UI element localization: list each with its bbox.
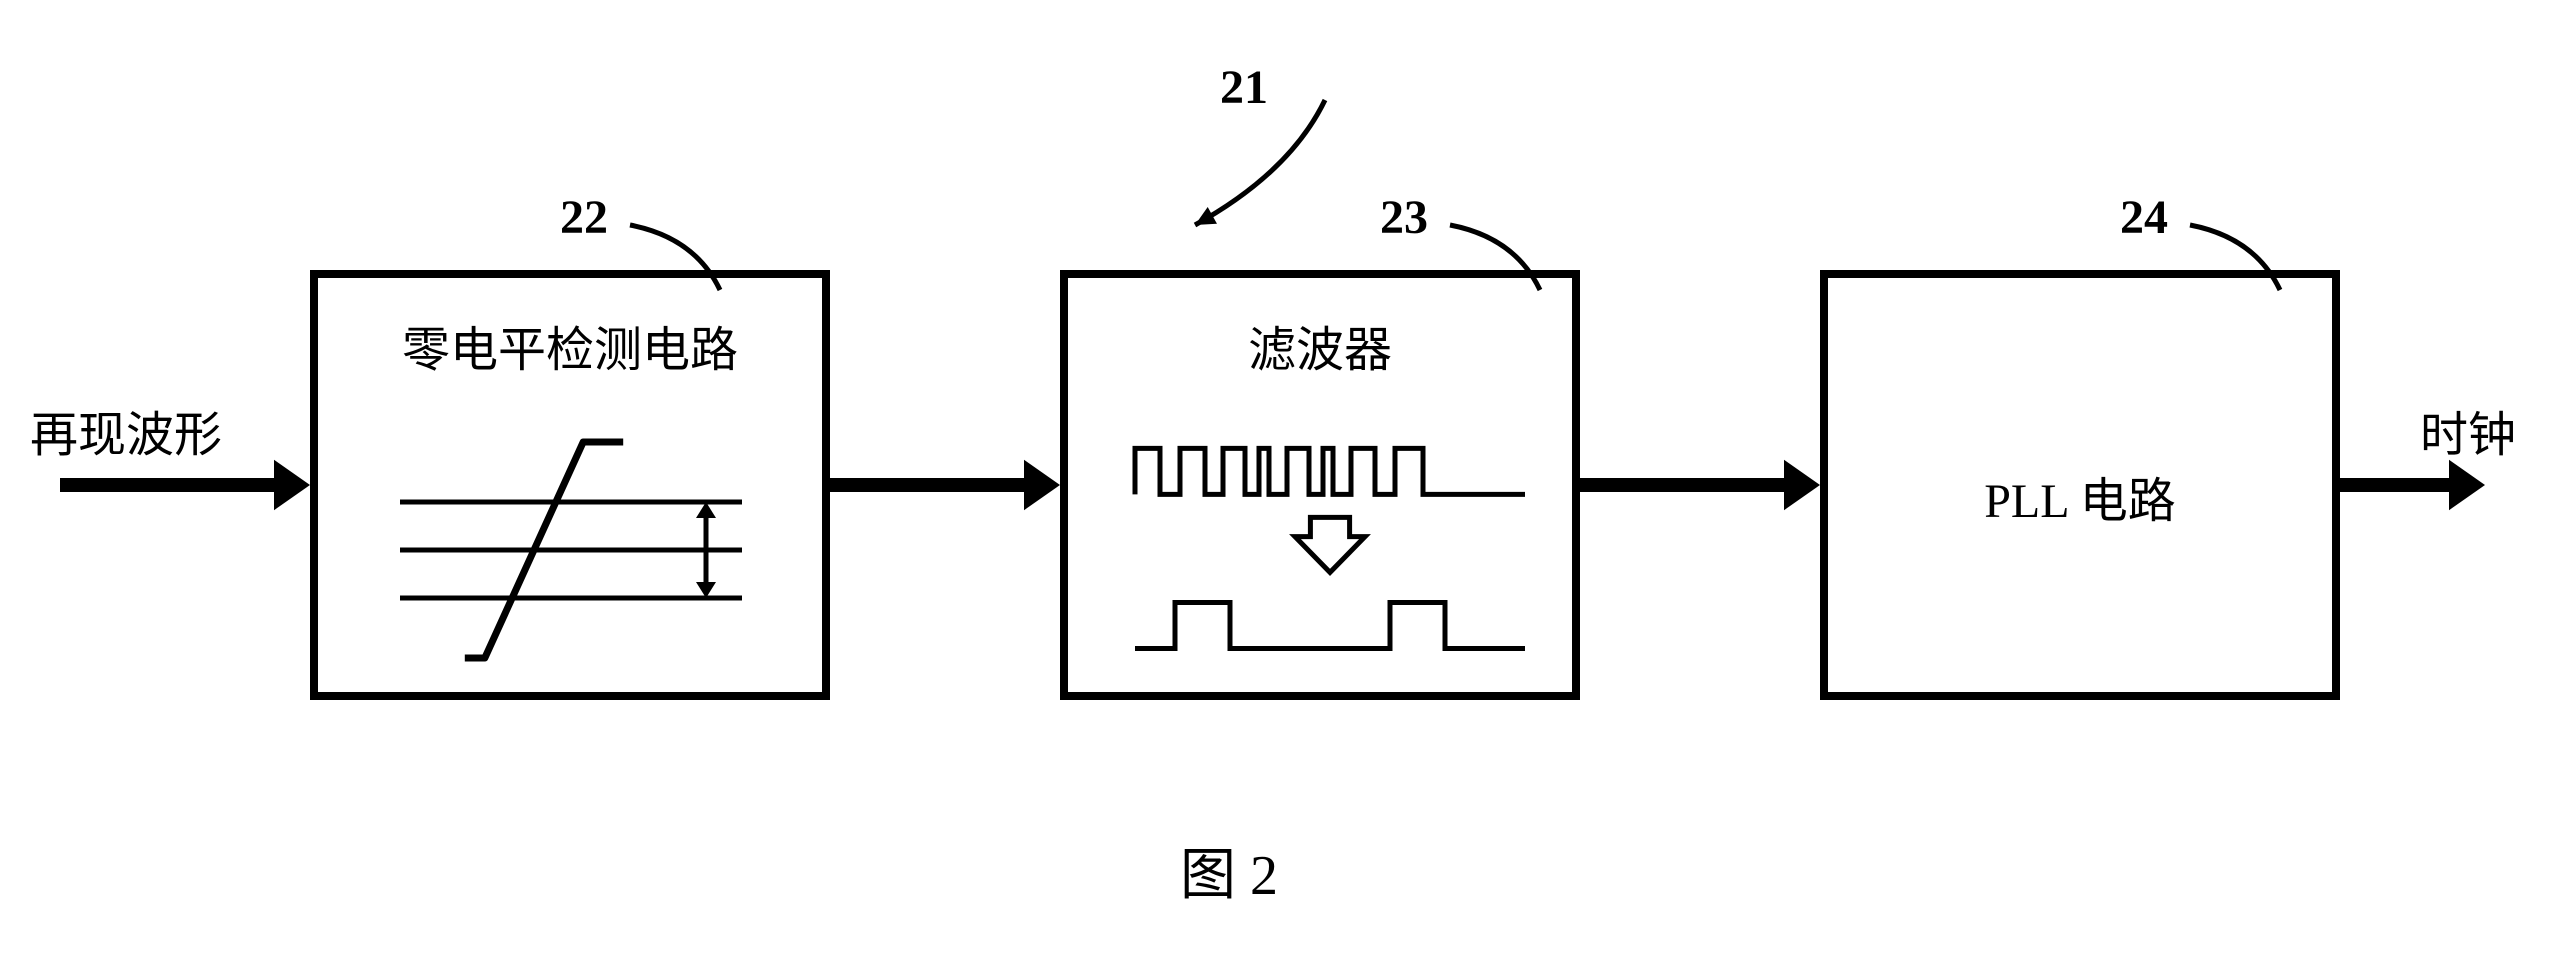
arrow-2-3 [1580,445,1820,525]
block-filter-title: 滤波器 [1060,310,1580,380]
zero-level-glyph [400,430,760,670]
block-filter-ref: 23 [1380,190,1428,245]
arrow-1-2 [830,445,1060,525]
block-zero-level-detector-title: 零电平检测电路 [310,310,830,380]
arrow-output [2340,445,2485,525]
block-zero-level-detector-ref: 22 [560,190,608,245]
figure-caption: 图 2 [1180,830,1278,911]
filter-glyph [1130,430,1530,660]
arrow-input [60,445,310,525]
block-filter-ref-leader [1430,205,1560,310]
block-pll-title: PLL 电路 [1820,461,2340,531]
block-pll-ref-leader [2170,205,2300,310]
block-zero-level-detector-ref-leader [610,205,740,310]
diagram-ref-arrow [1165,70,1355,255]
diagram-canvas: 零电平检测电路 22 滤波器 23 PLL 电路 24 21 再现波形 时钟 图… [0,0,2549,970]
block-pll-ref: 24 [2120,190,2168,245]
